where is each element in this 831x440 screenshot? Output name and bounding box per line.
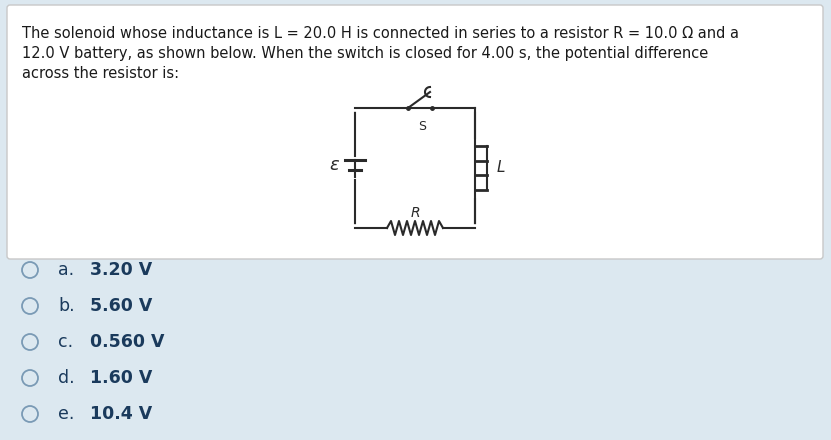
Text: L: L xyxy=(497,161,505,176)
Text: d.: d. xyxy=(58,369,75,387)
Text: a.: a. xyxy=(58,261,74,279)
Text: 0.560 V: 0.560 V xyxy=(90,333,165,351)
Text: e.: e. xyxy=(58,405,75,423)
Text: 12.0 V battery, as shown below. When the switch is closed for 4.00 s, the potent: 12.0 V battery, as shown below. When the… xyxy=(22,46,708,61)
Text: S: S xyxy=(418,120,426,133)
Text: b.: b. xyxy=(58,297,75,315)
Text: across the resistor is:: across the resistor is: xyxy=(22,66,179,81)
Text: R: R xyxy=(411,206,420,220)
Text: The solenoid whose inductance is L = 20.0 H is connected in series to a resistor: The solenoid whose inductance is L = 20.… xyxy=(22,26,739,41)
Text: 10.4 V: 10.4 V xyxy=(90,405,152,423)
Text: 3.20 V: 3.20 V xyxy=(90,261,152,279)
Text: 1.60 V: 1.60 V xyxy=(90,369,152,387)
Text: $\varepsilon$: $\varepsilon$ xyxy=(329,156,341,174)
FancyBboxPatch shape xyxy=(7,5,823,259)
Text: 5.60 V: 5.60 V xyxy=(90,297,152,315)
Text: c.: c. xyxy=(58,333,73,351)
